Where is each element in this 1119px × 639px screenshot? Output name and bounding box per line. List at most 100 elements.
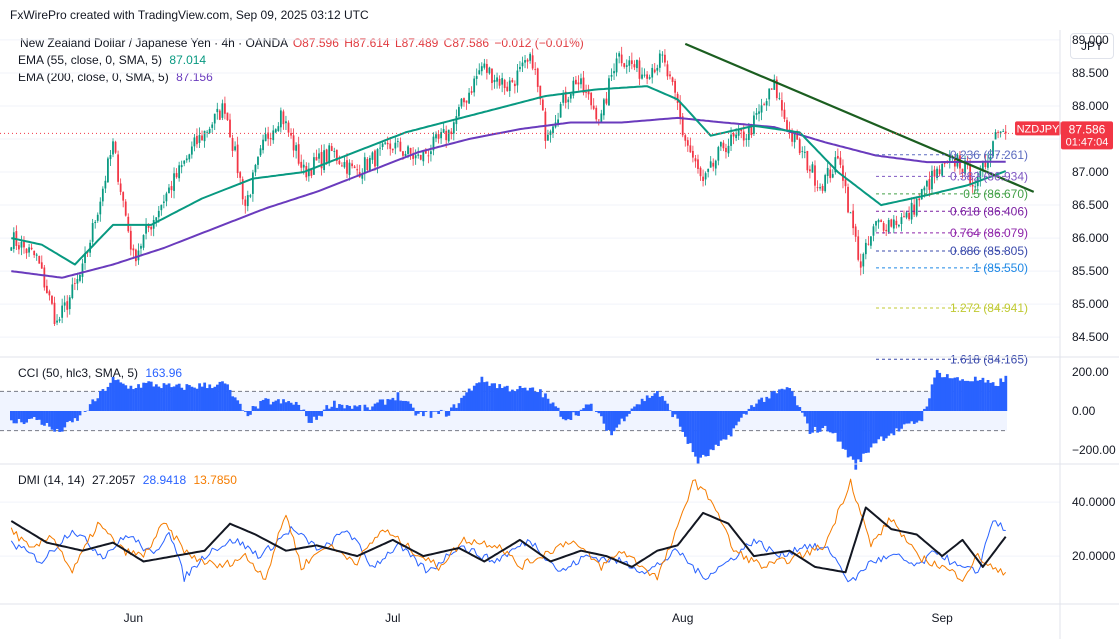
price-tag[interactable] — [1061, 121, 1113, 150]
fib-level-label: 1.272 (84.941) — [950, 301, 1028, 315]
cci-bar — [25, 411, 29, 423]
candle-body — [847, 186, 849, 213]
cci-bar — [579, 409, 583, 411]
candle-body — [48, 291, 51, 296]
cci-bar — [828, 411, 832, 433]
dmi-pane[interactable]: 40.0000 20.0000 — [0, 478, 1116, 583]
cci-bar — [254, 406, 257, 411]
candle-body — [310, 168, 313, 176]
candle-body — [478, 70, 481, 75]
cci-bar — [999, 378, 1003, 411]
candle-body — [475, 76, 478, 79]
cci-bar — [292, 404, 296, 411]
cci-bar — [892, 411, 896, 436]
cci-bar — [218, 381, 222, 411]
cci-bar — [755, 403, 758, 411]
cci-bar — [53, 411, 56, 432]
candle-body — [692, 150, 694, 158]
cci-bar — [198, 383, 201, 411]
cci-bar — [114, 380, 118, 411]
cci-bar — [338, 404, 341, 411]
candle-body — [892, 219, 895, 229]
currency-button[interactable]: JPY — [1070, 33, 1114, 59]
cci-bar — [846, 411, 850, 458]
cci-bar — [216, 384, 219, 411]
candle-body — [414, 155, 417, 159]
candle-body — [201, 135, 203, 141]
candle-body — [129, 230, 132, 250]
candle-body — [569, 93, 572, 99]
symbol-tag[interactable] — [1015, 121, 1061, 136]
cci-bar — [902, 411, 906, 425]
cci-bar — [236, 400, 240, 411]
cci-bar — [615, 411, 619, 428]
cci-value: 163.96 — [145, 366, 183, 380]
cci-bar — [617, 411, 621, 425]
candle-body — [290, 132, 292, 136]
candle-body — [269, 138, 272, 140]
cci-bar — [973, 376, 977, 411]
cci-bar — [925, 406, 929, 411]
candle-body — [394, 142, 397, 149]
candle-body — [292, 135, 295, 151]
time-tick-label: Aug — [672, 611, 693, 625]
candle-body — [435, 134, 437, 139]
candle-body — [73, 283, 76, 284]
candle-body — [1004, 131, 1007, 134]
cci-bar — [320, 411, 324, 417]
candle-body — [35, 254, 38, 256]
cci-bar — [205, 388, 209, 411]
candle-body — [262, 139, 264, 151]
cci-bar — [986, 380, 990, 411]
ema200-legend[interactable]: EMA (200, close, 0, SMA, 5) 87.156 — [18, 69, 584, 86]
cci-bar — [167, 383, 171, 411]
cci-bar — [60, 411, 64, 432]
cci-bar — [96, 398, 100, 411]
candle-body — [150, 226, 153, 230]
cci-pane[interactable]: 200.00 0.00 −200.00 — [0, 365, 1119, 470]
cci-bar — [831, 411, 835, 434]
candle-body — [346, 160, 348, 174]
candle-body — [122, 192, 125, 201]
candle-body — [458, 107, 460, 117]
dmi-legend[interactable]: DMI (14, 14) 27.2057 28.9418 13.7850 — [18, 472, 237, 489]
cci-bar — [322, 409, 326, 411]
time-axis[interactable]: Jun Jul Aug Sep — [0, 30, 1119, 639]
cci-bar — [862, 411, 865, 454]
cci-bar — [439, 409, 443, 411]
cci-bar — [157, 386, 161, 411]
cci-bar — [737, 411, 741, 422]
cci-bar — [554, 406, 558, 411]
cci-legend[interactable]: CCI (50, hlc3, SMA, 5) 163.96 — [18, 365, 182, 382]
cci-bar — [569, 411, 573, 420]
candle-body — [948, 157, 951, 161]
cci-bar — [58, 411, 62, 432]
candle-body — [501, 78, 504, 85]
cci-bar — [940, 377, 944, 411]
price-pane[interactable]: 89.00088.50088.00087.50087.00086.50086.0… — [0, 33, 1119, 366]
cci-bar — [165, 384, 168, 411]
cci-bar — [333, 400, 336, 411]
cci-bar — [394, 400, 397, 411]
candle-body — [391, 148, 394, 151]
trendline[interactable] — [684, 42, 1035, 193]
candle-body — [620, 54, 623, 64]
cci-bar — [460, 397, 463, 411]
candle-body — [437, 134, 440, 139]
chart-canvas[interactable]: 89.00088.50088.00087.50087.00086.50086.0… — [0, 30, 1119, 639]
cci-bar — [144, 382, 148, 411]
candle-body — [775, 79, 778, 99]
cci-bar — [589, 403, 593, 411]
candle-body — [870, 236, 872, 246]
candle-body — [867, 243, 870, 245]
candle-body — [211, 124, 214, 128]
candle-body — [552, 126, 554, 133]
candle-body — [175, 173, 178, 178]
cci-bar — [129, 385, 133, 411]
candle-body — [124, 201, 127, 216]
ema55-legend[interactable]: EMA (55, close, 0, SMA, 5) 87.014 — [18, 52, 584, 69]
cci-bar — [340, 404, 344, 411]
candle-body — [791, 131, 793, 142]
cci-bar — [93, 401, 97, 411]
cci-bar — [757, 399, 761, 411]
